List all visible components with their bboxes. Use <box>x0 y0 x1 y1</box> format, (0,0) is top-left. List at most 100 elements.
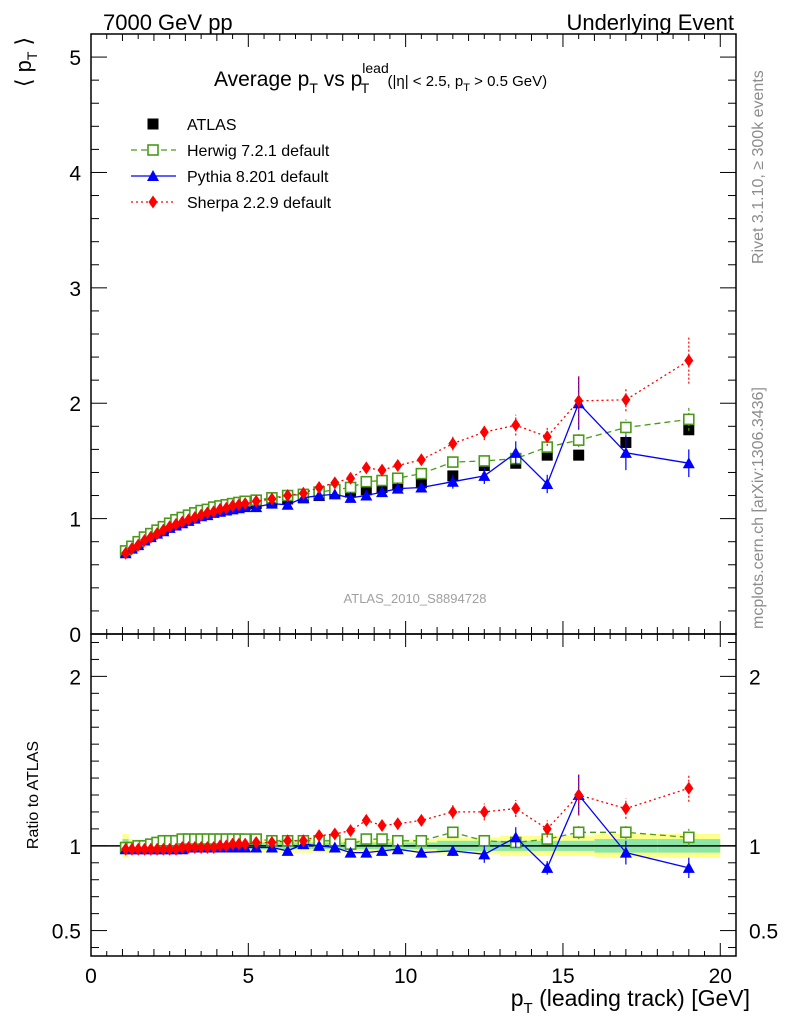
herwig-point <box>620 421 632 434</box>
sherpa-point <box>542 430 552 444</box>
y-tick-label: 4 <box>69 162 81 185</box>
pythia-point <box>509 446 522 458</box>
sherpa-point <box>621 393 631 407</box>
pythia-point <box>328 841 341 853</box>
sherpa-point <box>228 499 238 513</box>
sherpa-series <box>121 337 694 560</box>
herwig-legend-label: Herwig 7.2.1 default <box>187 143 330 160</box>
sherpa-point <box>190 510 200 524</box>
ratio-frame <box>90 633 737 957</box>
herwig-point <box>376 833 388 845</box>
sherpa-point <box>240 837 250 851</box>
herwig-series <box>119 407 695 557</box>
pythia-point <box>541 478 554 489</box>
ylabel-open: ⟨ p <box>11 60 36 87</box>
sherpa-point <box>330 476 340 490</box>
sherpa-point <box>377 463 387 477</box>
xlabel-open: p <box>511 985 524 1011</box>
herwig-point <box>572 826 585 839</box>
atlas-point <box>541 449 553 461</box>
pythia-point <box>415 846 428 858</box>
sherpa-point <box>133 842 143 856</box>
pythia-point <box>446 844 459 856</box>
pythia-series <box>119 376 695 559</box>
ratio-y-tick-label-right: 0.5 <box>749 921 778 944</box>
ratio-y-tick-label-right: 1 <box>749 836 761 859</box>
header-right: Underlying Event <box>566 10 734 35</box>
sherpa-point <box>479 805 489 819</box>
chart-title: Average pT vs plead T (|η| < 2.5, pT > 0.… <box>214 60 547 96</box>
sherpa-point <box>177 515 187 529</box>
pythia-legend-marker <box>147 170 159 181</box>
y-tick-label: 0 <box>69 624 81 647</box>
sherpa-point <box>228 837 238 851</box>
sherpa-point <box>209 841 219 855</box>
sherpa-point <box>202 506 212 520</box>
x-tick-label: 10 <box>394 965 417 988</box>
pythia-point <box>376 844 389 856</box>
sherpa-point <box>314 829 324 843</box>
sherpa-point <box>146 842 156 856</box>
y-tick-label: 2 <box>69 393 81 416</box>
title-sub-1: T <box>309 80 318 96</box>
herwig-point <box>415 467 428 480</box>
legend: ATLAS Herwig 7.2.1 default Pythia 8.201 de… <box>131 117 332 212</box>
sherpa-point <box>684 354 694 368</box>
pythia-point <box>281 498 294 510</box>
sherpa-point <box>361 461 371 475</box>
xlabel: pT (leading track) [GeV] <box>511 985 750 1017</box>
sherpa-point <box>684 781 694 795</box>
sherpa-point <box>196 841 206 855</box>
ratio-series-group <box>119 774 695 879</box>
pythia-point <box>682 457 695 469</box>
sherpa-point <box>479 425 489 439</box>
sherpa-point <box>190 841 200 855</box>
pythia-point <box>360 846 373 858</box>
sherpa-point <box>448 805 458 819</box>
sherpa-point <box>283 834 293 848</box>
sherpa-point <box>171 842 181 856</box>
sherpa-point <box>251 835 261 849</box>
sherpa-point <box>209 505 219 519</box>
pythia-point <box>360 489 373 501</box>
pythia-point <box>328 488 341 500</box>
pythia-point <box>344 491 357 503</box>
sherpa-point <box>215 839 225 853</box>
title-sub-2: T <box>361 80 370 96</box>
sherpa-legend-label: Sherpa 2.2.9 default <box>187 195 332 212</box>
ratio-y-tick-label: 0.5 <box>52 921 81 944</box>
herwig-point <box>360 475 373 488</box>
sherpa-legend-marker <box>148 195 158 209</box>
sherpa-point <box>121 842 131 856</box>
pythia-point <box>376 486 389 498</box>
sherpa-point <box>202 841 212 855</box>
sherpa-point <box>298 834 308 848</box>
herwig-point <box>541 441 554 453</box>
sherpa-point <box>314 480 324 494</box>
sherpa-point <box>267 835 277 849</box>
sherpa-point <box>511 418 521 432</box>
sherpa-point <box>184 841 194 855</box>
svg-text:⟨ pT ⟩: ⟨ pT ⟩ <box>11 37 40 87</box>
pythia-point <box>478 848 491 860</box>
herwig-point <box>478 455 491 467</box>
ratio-y-tick-label: 1 <box>69 836 81 859</box>
x-tick-label: 0 <box>85 965 97 988</box>
herwig-point <box>478 834 491 847</box>
sherpa-point <box>511 802 521 816</box>
title-main-2: vs p <box>318 68 362 91</box>
sherpa-point <box>165 842 175 856</box>
sherpa-point <box>177 841 187 855</box>
x-tick-label: 15 <box>551 965 574 988</box>
sherpa-point <box>267 492 277 506</box>
herwig-point <box>572 434 585 446</box>
sherpa-point <box>361 813 371 827</box>
pythia-line <box>125 402 689 554</box>
sherpa-point <box>240 497 250 511</box>
sherpa-point <box>574 788 584 802</box>
pythia-point <box>619 846 632 858</box>
sherpa-point <box>346 824 356 838</box>
ratio-y-tick-label: 2 <box>69 666 81 689</box>
ratio-y-tick-label-right: 2 <box>749 666 761 689</box>
sherpa-point <box>621 802 631 816</box>
